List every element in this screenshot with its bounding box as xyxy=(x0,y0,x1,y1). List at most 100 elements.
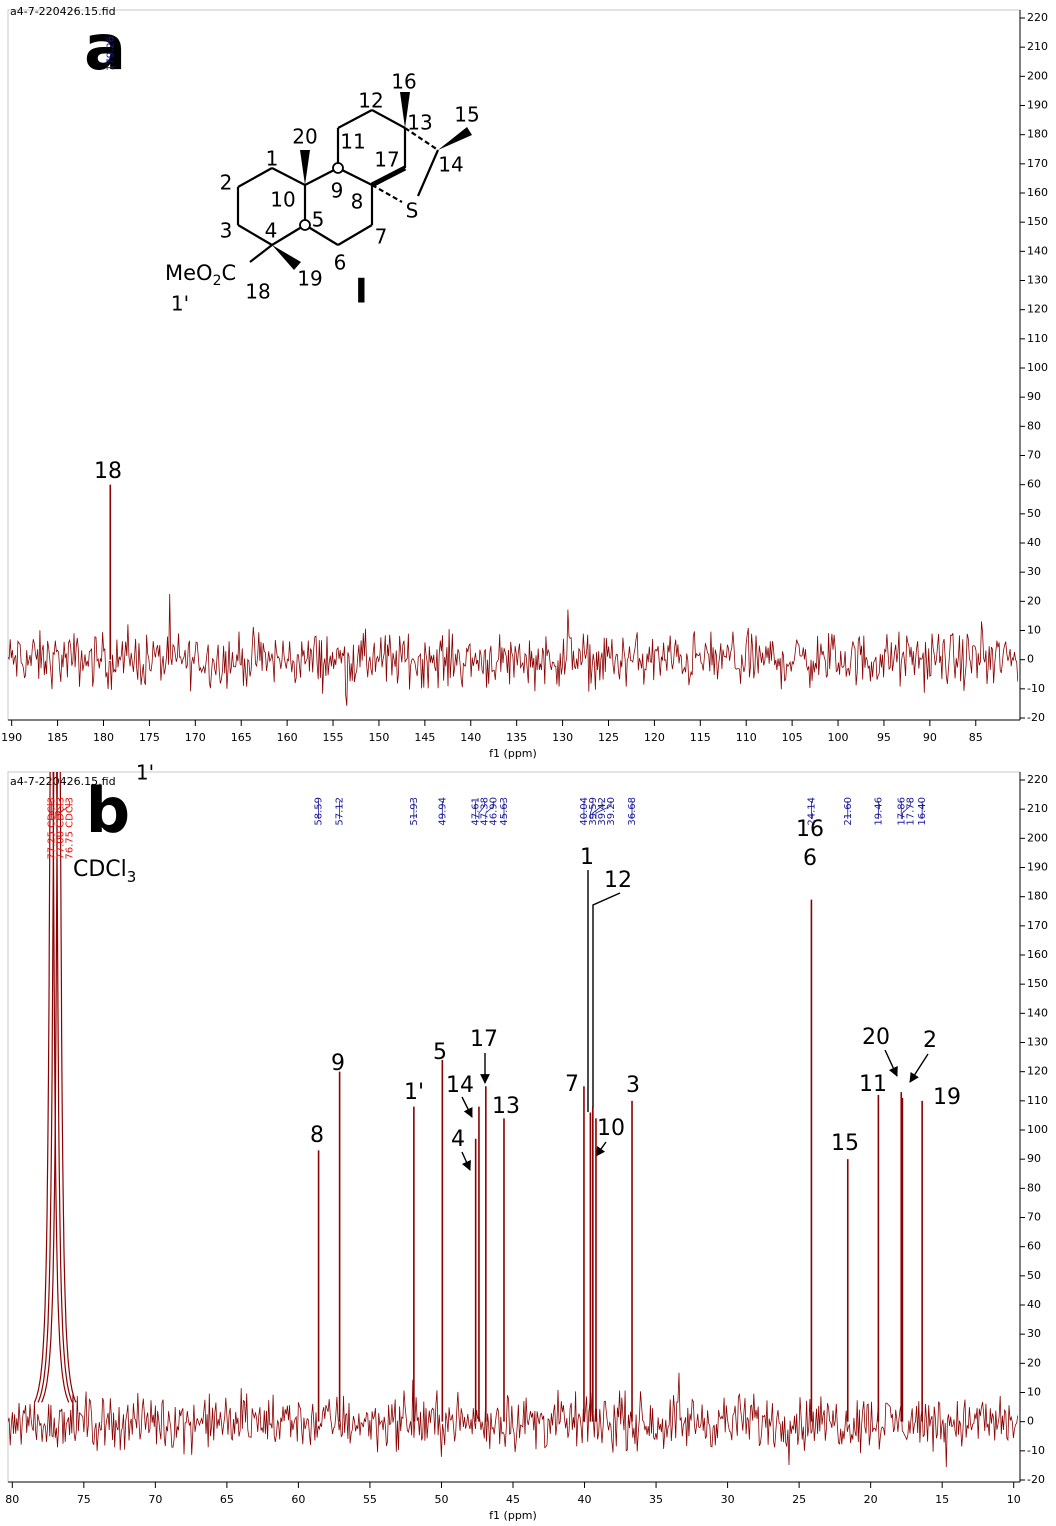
y-tick-label: 80 xyxy=(1027,419,1041,432)
y-tick-label: 100 xyxy=(1027,1123,1048,1136)
solvent-peak xyxy=(37,772,73,1403)
atom-label: 8 xyxy=(351,190,364,214)
y-tick-label: 10 xyxy=(1027,1386,1041,1399)
plot-frame xyxy=(7,771,1021,1483)
y-tick-label: 180 xyxy=(1027,890,1048,903)
assignment-label: 15 xyxy=(831,1131,859,1156)
x-tick-label: 150 xyxy=(368,731,389,744)
peak-shift-label: 179.26 xyxy=(105,36,116,71)
assignment-label: 20 xyxy=(862,1025,890,1050)
y-tick-label: 210 xyxy=(1027,802,1048,815)
x-tick-label: 40 xyxy=(578,1493,592,1506)
x-tick-label: 25 xyxy=(792,1493,806,1506)
atom-label: 1' xyxy=(171,292,189,316)
peak-shift-label: 47.61 xyxy=(471,797,482,826)
solvent-peak xyxy=(33,772,70,1403)
x-tick-label: 120 xyxy=(644,731,665,744)
solvent-text: CDCl xyxy=(73,857,127,882)
y-tick-label: 190 xyxy=(1027,99,1048,112)
peak-shift-label: 49.94 xyxy=(437,797,448,826)
atom-label: 18 xyxy=(245,280,270,304)
x-tick-label: 35 xyxy=(649,1493,663,1506)
y-tick-label: 90 xyxy=(1027,390,1041,403)
y-tick-label: 50 xyxy=(1027,1269,1041,1282)
noise xyxy=(8,593,1018,706)
peak-shift-label: 19.46 xyxy=(873,797,884,826)
y-tick-label: 80 xyxy=(1027,1181,1041,1194)
peak-shift-label: 17.86 xyxy=(896,797,907,826)
x-tick-label: 45 xyxy=(506,1493,520,1506)
file-name: a4-7-220426.15.fid xyxy=(10,5,116,18)
peak-shift-label: 47.38 xyxy=(480,797,491,826)
y-tick-label: 90 xyxy=(1027,1152,1041,1165)
y-tick-label: 70 xyxy=(1027,1211,1041,1224)
y-tick-label: 120 xyxy=(1027,303,1048,316)
assignment-label: 8 xyxy=(310,1123,324,1148)
peak-shift-label: 39.59 xyxy=(588,797,599,826)
y-tick-label: 30 xyxy=(1027,565,1041,578)
peak-connector xyxy=(58,801,71,819)
y-tick-label: 10 xyxy=(1027,624,1041,637)
atom-label: 5 xyxy=(312,208,325,232)
y-tick-label: 20 xyxy=(1027,1356,1041,1369)
peak-shift-label: 45.63 xyxy=(499,797,510,826)
peak-shift-label: 21.60 xyxy=(843,797,854,826)
solvent-subscript: 3 xyxy=(127,868,137,886)
y-tick-label: 50 xyxy=(1027,507,1041,520)
y-tick-label: 20 xyxy=(1027,594,1041,607)
x-tick-label: 70 xyxy=(148,1493,162,1506)
x-tick-label: 10 xyxy=(1007,1493,1021,1506)
peak-shift-label: 40.04 xyxy=(579,797,590,826)
x-axis-label: f1 (ppm) xyxy=(489,1509,537,1522)
y-tick-label: 220 xyxy=(1027,773,1048,786)
assignment-label: 10 xyxy=(597,1116,625,1141)
assignment-label: 17 xyxy=(470,1027,498,1052)
assignment-label: 11 xyxy=(859,1072,887,1097)
x-tick-label: 60 xyxy=(291,1493,305,1506)
x-tick-label: 105 xyxy=(782,731,803,744)
compound-label: I xyxy=(355,272,368,312)
x-tick-label: 115 xyxy=(690,731,711,744)
assignment-label: 12 xyxy=(604,868,632,893)
peak-shift-label: 24.14 xyxy=(806,797,817,826)
x-tick-label: 65 xyxy=(220,1493,234,1506)
atom-label: 1 xyxy=(266,147,279,171)
x-tick-label: 165 xyxy=(231,731,252,744)
y-tick-label: 30 xyxy=(1027,1327,1041,1340)
assignment-label: 13 xyxy=(492,1094,520,1119)
peak-connector xyxy=(592,801,603,819)
assignment-label: 4 xyxy=(451,1127,465,1152)
peak-shift-label: 58.59 xyxy=(314,797,325,826)
y-tick-label: -20 xyxy=(1027,711,1045,724)
atom-label: 15 xyxy=(454,103,479,127)
assignment-label: 16 xyxy=(796,817,824,842)
x-tick-label: 160 xyxy=(277,731,298,744)
peak-shift-label: 39.42 xyxy=(597,797,608,826)
peak-shift-label: 51.93 xyxy=(409,797,420,826)
leaders xyxy=(461,870,929,1171)
peak-connector xyxy=(902,801,911,819)
assignment-label: 9 xyxy=(331,1051,345,1076)
plot-frame xyxy=(7,9,1021,721)
atom-label: 2 xyxy=(220,171,233,195)
y-tick-label: -20 xyxy=(1027,1473,1045,1486)
y-tick-label: 190 xyxy=(1027,861,1048,874)
peak-shift-label: 17.78 xyxy=(905,797,916,826)
y-tick-label: 110 xyxy=(1027,332,1048,345)
atom-label: 13 xyxy=(407,111,432,135)
noise xyxy=(8,1372,1018,1468)
y-tick-label: 120 xyxy=(1027,1065,1048,1078)
y-tick-label: 160 xyxy=(1027,186,1048,199)
y-tick-label: 220 xyxy=(1027,11,1048,24)
y-tick-label: 170 xyxy=(1027,919,1048,932)
y-tick-label: 170 xyxy=(1027,157,1048,170)
peak-shift-label: 77.25 CDCl3 xyxy=(47,797,58,860)
panel-label: a xyxy=(84,11,126,84)
spectrum xyxy=(8,484,1018,706)
x-axis-label: f1 (ppm) xyxy=(489,747,537,760)
y-tick-label: -10 xyxy=(1027,1444,1045,1457)
peak-shift-label: 77.00 CDCl3 xyxy=(56,797,67,860)
peak-connector xyxy=(54,801,62,819)
solvent-peak xyxy=(41,772,77,1403)
atom-label: 12 xyxy=(358,89,383,113)
